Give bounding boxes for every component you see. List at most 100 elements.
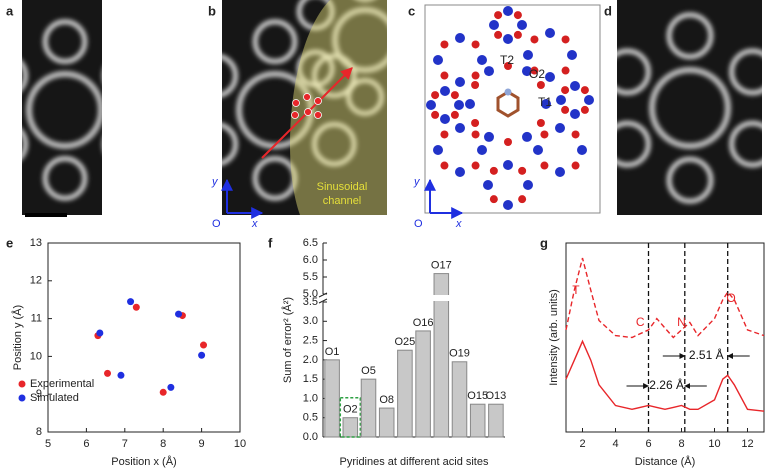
pyridine-molecule: [496, 88, 520, 118]
category-label: O16: [413, 317, 434, 329]
atom: [455, 77, 465, 87]
category-label: O13: [486, 390, 507, 402]
atom: [503, 6, 513, 16]
atom: [465, 99, 475, 109]
bar: [451, 361, 468, 438]
atom: [503, 34, 513, 44]
x-tick-label: 8: [678, 438, 684, 450]
annotation: O: [726, 291, 735, 305]
ring: [101, 142, 102, 146]
axis-y-label: y: [413, 176, 421, 188]
x-tick-label: 8: [160, 438, 166, 450]
y-tick-label: 9: [36, 388, 42, 400]
point: [127, 298, 135, 306]
y-tick-label: 10: [30, 350, 42, 362]
annotation: C: [636, 315, 645, 329]
atom: [426, 100, 436, 110]
atom: [571, 161, 580, 170]
x-axis-label: Pyridines at different acid sites: [340, 456, 489, 468]
point: [200, 341, 208, 349]
x-tick-label: 6: [83, 438, 89, 450]
point: [167, 383, 175, 391]
x-tick-label: 12: [741, 438, 753, 450]
ring: [26, 71, 102, 149]
ring: [101, 74, 102, 78]
ring: [222, 54, 239, 98]
channel-overlay: [290, 0, 387, 215]
atom: [518, 195, 527, 204]
atom: [471, 130, 480, 139]
category-label: O5: [361, 365, 376, 377]
ring: [332, 7, 387, 73]
y-tick-label: 0.0: [303, 431, 318, 443]
y-tick-label: 0.5: [303, 412, 318, 424]
atom: [431, 91, 440, 100]
axis-y-label: y: [211, 176, 219, 188]
point: [159, 388, 167, 396]
atom: [455, 33, 465, 43]
y-axis-label: Sum of error² (Å²): [281, 297, 294, 383]
category-label: O2: [343, 404, 358, 416]
atom: [440, 161, 449, 170]
y-tick-label: 3.5: [303, 296, 318, 308]
atom: [555, 167, 565, 177]
ring: [222, 122, 239, 166]
atom: [471, 71, 480, 80]
y-tick-label: 6.5: [303, 237, 318, 249]
legend-marker: [18, 380, 26, 388]
ring: [729, 48, 762, 96]
origin-label: O: [414, 218, 423, 230]
bar-break: [433, 295, 450, 301]
atom: [513, 30, 522, 39]
ring: [311, 121, 357, 167]
atom: [561, 66, 570, 75]
atom: [570, 81, 580, 91]
atom: [484, 131, 494, 142]
atom: [518, 166, 527, 175]
atom: [471, 81, 480, 89]
bar: [397, 349, 413, 438]
bar: [433, 273, 450, 438]
atom: [477, 55, 487, 65]
point: [198, 351, 206, 359]
ring: [398, 52, 431, 85]
atom: [523, 180, 533, 190]
atom: [540, 161, 549, 170]
image-a: [22, 0, 102, 215]
atom: [584, 95, 594, 105]
image-b: [222, 0, 387, 215]
image-b-texture: [222, 0, 431, 201]
y-tick-label: 8: [36, 426, 42, 438]
atom: [504, 62, 512, 70]
point: [175, 310, 183, 318]
y-axis-label: Position y (Å): [11, 305, 24, 370]
atom: [440, 86, 450, 96]
atom: [561, 35, 570, 44]
x-axis-label: Distance (Å): [635, 455, 696, 468]
category-label: O1: [325, 346, 340, 358]
bar: [360, 378, 377, 438]
atom: [567, 50, 577, 60]
atom: [530, 35, 539, 44]
atom: [503, 200, 513, 210]
y-tick-label: 5.5: [303, 271, 318, 283]
y-tick-label: 3.0: [303, 315, 318, 327]
x-tick-label: 4: [612, 438, 618, 450]
bar: [469, 403, 486, 438]
atom: [471, 40, 480, 49]
atom: [433, 55, 443, 65]
atom: [433, 145, 443, 155]
site-label: O2: [529, 67, 545, 81]
ring: [729, 120, 762, 168]
atom: [545, 72, 555, 82]
x-tick-label: 9: [199, 438, 205, 450]
category-label: O8: [379, 394, 394, 406]
bar: [415, 330, 431, 438]
annotation: 2.26 Å: [649, 377, 684, 392]
point: [96, 329, 104, 337]
plot-frame: [565, 242, 765, 433]
x-tick-label: 10: [708, 438, 720, 450]
panel-label: b: [208, 3, 216, 18]
atom: [561, 105, 570, 114]
